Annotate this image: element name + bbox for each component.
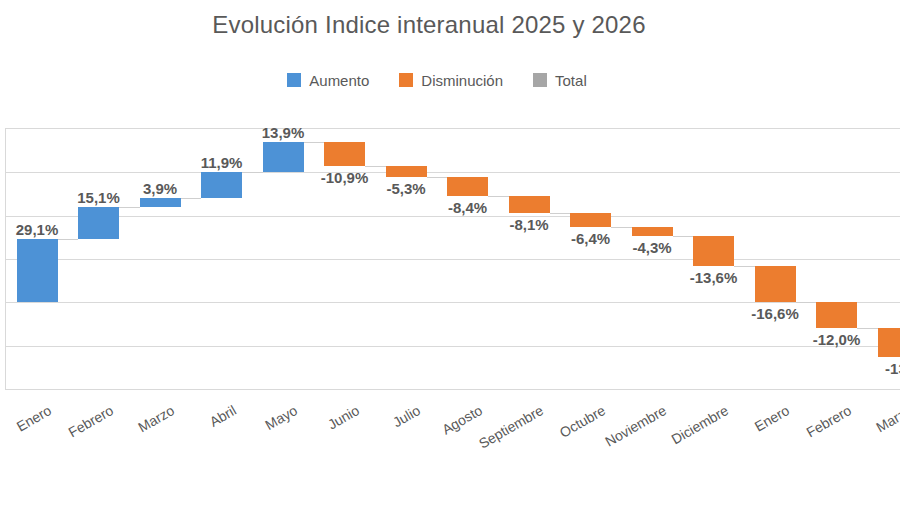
bar-value-label: -8,4% — [423, 199, 513, 216]
bar-14-marzo — [878, 328, 900, 357]
connector — [181, 198, 202, 199]
legend-item-disminucion: Disminución — [399, 72, 503, 89]
bar-8-septiembre — [509, 196, 550, 214]
connector — [365, 166, 386, 167]
bar-6-julio — [386, 166, 427, 177]
axis-label-11-diciembre: Diciembre — [619, 402, 731, 476]
bar-11-diciembre — [693, 236, 734, 265]
gridline — [6, 346, 900, 347]
axis-label-1-febrero: Febrero — [4, 402, 116, 476]
gridline — [6, 216, 900, 217]
gridline — [6, 259, 900, 260]
connector — [304, 142, 325, 143]
bar-4-mayo — [263, 142, 304, 172]
connector — [242, 172, 263, 173]
axis-label-9-octubre: Octubre — [496, 402, 608, 476]
plot-area: 29,1%15,1%3,9%11,9%13,9%-10,9%-5,3%-8,4%… — [5, 128, 900, 390]
chart-legend: Aumento Disminución Total — [0, 70, 874, 90]
axis-label-8-septiembre: Septiembre — [434, 402, 546, 476]
bar-9-octubre — [570, 213, 611, 227]
axis-label-13-febrero: Febrero — [742, 402, 854, 476]
bar-value-label: -4,3% — [607, 239, 697, 256]
bar-5-junio — [324, 142, 365, 166]
gridline — [6, 302, 900, 303]
axis-label-2-marzo: Marzo — [65, 402, 177, 476]
bar-3-abril — [201, 172, 242, 198]
bar-7-agosto — [447, 177, 488, 195]
axis-label-3-abril: Abril — [127, 402, 239, 476]
legend-label: Total — [555, 72, 587, 89]
bar-value-label: 11,9% — [177, 154, 267, 171]
connector — [734, 266, 755, 267]
axis-label-12-enero: Enero — [680, 402, 792, 476]
bar-2-marzo — [140, 198, 181, 206]
gridline — [6, 172, 900, 173]
connector — [673, 236, 694, 237]
category-axis: EneroFebreroMarzoAbrilMayoJunioJulioAgos… — [5, 388, 900, 512]
axis-label-4-mayo: Mayo — [188, 402, 300, 476]
axis-label-10-noviembre: Noviembre — [557, 402, 669, 476]
legend-marker-aumento — [287, 73, 301, 87]
legend-label: Disminución — [421, 72, 503, 89]
bar-value-label: 3,9% — [115, 180, 205, 197]
chart-title: Evolución Indice interanual 2025 y 2026 — [0, 11, 858, 39]
bar-value-label: 13,9% — [238, 124, 328, 141]
legend-marker-total — [533, 73, 547, 87]
bar-value-label: -16,6% — [730, 305, 820, 322]
legend-item-total: Total — [533, 72, 587, 89]
legend-marker-disminucion — [399, 73, 413, 87]
chart-canvas: Evolución Indice interanual 2025 y 2026 … — [0, 0, 900, 512]
bar-10-noviembre — [632, 227, 673, 236]
connector — [857, 328, 878, 329]
bar-13-febrero — [816, 302, 857, 328]
bar-12-enero — [755, 266, 796, 302]
bar-value-label: 29,1% — [0, 221, 82, 238]
axis-label-6-julio: Julio — [311, 402, 423, 476]
bar-0-enero — [17, 239, 58, 302]
bar-value-label: -13,6% — [669, 269, 759, 286]
legend-item-aumento: Aumento — [287, 72, 369, 89]
connector — [796, 302, 817, 303]
connector — [611, 227, 632, 228]
bar-value-label: -5,3% — [361, 180, 451, 197]
connector — [58, 239, 79, 240]
connector — [119, 207, 140, 208]
bar-value-label: -13, — [853, 360, 900, 377]
bar-1-febrero — [78, 207, 119, 240]
axis-label-5-junio: Junio — [250, 402, 362, 476]
legend-label: Aumento — [309, 72, 369, 89]
axis-label-7-agosto: Agosto — [373, 402, 485, 476]
connector — [550, 213, 571, 214]
connector — [488, 196, 509, 197]
bar-value-label: -12,0% — [792, 331, 882, 348]
connector — [427, 177, 448, 178]
